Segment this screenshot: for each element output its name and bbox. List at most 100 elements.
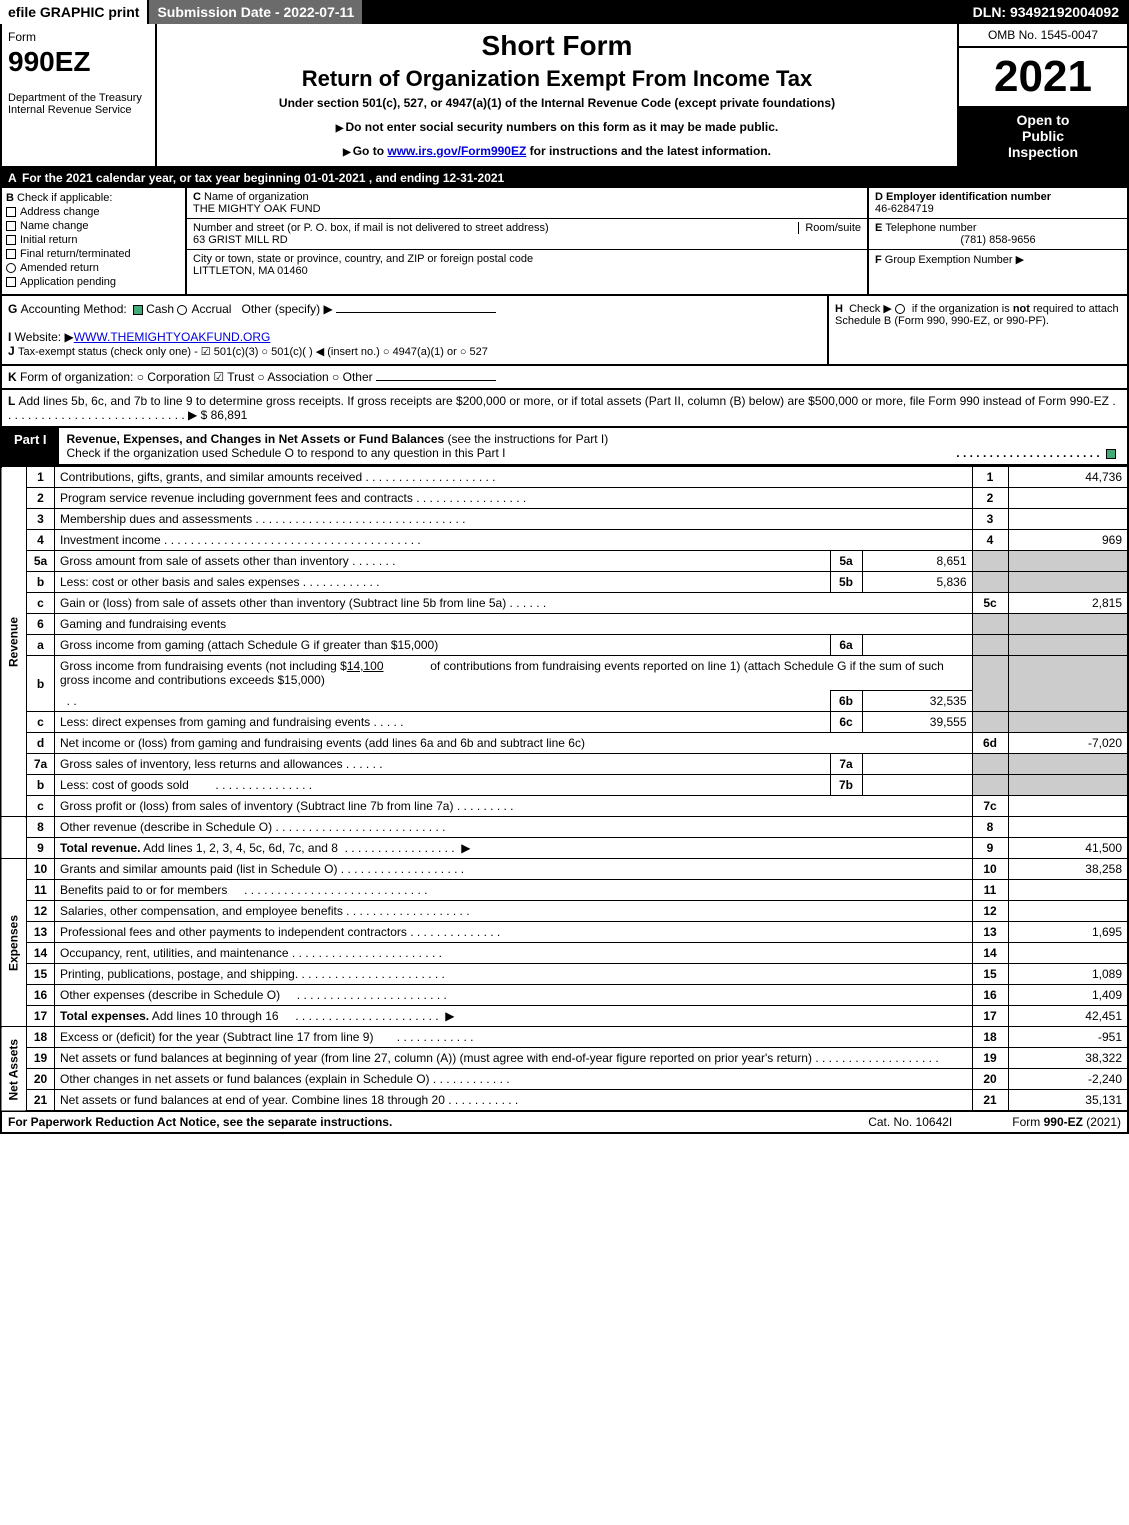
line-num: 16 xyxy=(27,985,55,1006)
line-desc: Net assets or fund balances at beginning… xyxy=(55,1048,973,1069)
chk-label: Initial return xyxy=(20,234,77,246)
form-word: Form xyxy=(8,30,149,44)
phone-label: Telephone number xyxy=(885,222,976,234)
group-exemption-row: F Group Exemption Number ▶ xyxy=(869,250,1127,294)
org-name-label: Name of organization xyxy=(204,191,309,203)
chk-initial-return[interactable]: Initial return xyxy=(6,234,181,246)
line-desc: Other changes in net assets or fund bala… xyxy=(55,1069,973,1090)
open-line-2: Public xyxy=(965,128,1121,144)
line-desc: Program service revenue including govern… xyxy=(55,488,973,509)
line-val xyxy=(1008,796,1128,817)
line-num: 1 xyxy=(27,467,55,488)
not-bold: not xyxy=(1013,303,1030,315)
line-desc: Occupancy, rent, utilities, and maintena… xyxy=(55,943,973,964)
line-val: -2,240 xyxy=(1008,1069,1128,1090)
submission-date-label: Submission Date - 2022-07-11 xyxy=(149,0,364,24)
row-a-text: For the 2021 calendar year, or tax year … xyxy=(22,171,504,185)
chk-label: Final return/terminated xyxy=(20,248,131,260)
line-desc: Contributions, gifts, grants, and simila… xyxy=(55,467,973,488)
line-ref: 7c xyxy=(972,796,1008,817)
line-val: 969 xyxy=(1008,530,1128,551)
row-h: H Check ▶ if the organization is not req… xyxy=(827,296,1127,364)
other-option: Other (specify) xyxy=(241,302,320,316)
line-num: 5a xyxy=(27,551,55,572)
line-num: 6 xyxy=(27,614,55,635)
part-1-header: Part I Revenue, Expenses, and Changes in… xyxy=(0,428,1129,466)
part-title: Revenue, Expenses, and Changes in Net As… xyxy=(59,428,1127,464)
street-label: Number and street (or P. O. box, if mail… xyxy=(193,222,549,234)
line-desc: Total revenue. Add lines 1, 2, 3, 4, 5c,… xyxy=(55,838,973,859)
form-header: Form 990EZ Department of the Treasury In… xyxy=(0,24,1129,168)
dept-treasury: Department of the Treasury Internal Reve… xyxy=(8,92,149,116)
line-ref: 6d xyxy=(972,733,1008,754)
line-desc: Gross sales of inventory, less returns a… xyxy=(55,754,831,775)
line-val: 38,258 xyxy=(1008,859,1128,880)
irs-link[interactable]: www.irs.gov/Form990EZ xyxy=(387,144,526,158)
website-link[interactable]: WWW.THEMIGHTYOAKFUND.ORG xyxy=(74,330,271,344)
chk-label: Application pending xyxy=(20,276,116,288)
gross-receipts-amount: $ 86,891 xyxy=(201,408,248,422)
block-bcdef: B Check if applicable: Address change Na… xyxy=(0,188,1129,296)
revenue-side-label: Revenue xyxy=(1,467,27,817)
street-value: 63 GRIST MILL RD xyxy=(193,234,288,246)
note-1: Do not enter social security numbers on … xyxy=(163,120,951,134)
line-ref: 15 xyxy=(972,964,1008,985)
line-desc: Less: cost or other basis and sales expe… xyxy=(55,572,831,593)
note-2-post: for instructions and the latest informat… xyxy=(526,144,771,158)
group-exemption-label: Group Exemption Number xyxy=(885,254,1013,266)
note-2-pre: Go to xyxy=(353,144,388,158)
note-2: Go to www.irs.gov/Form990EZ for instruct… xyxy=(163,144,951,158)
dln: DLN: 93492192004092 xyxy=(965,0,1129,24)
line-desc: Excess or (deficit) for the year (Subtra… xyxy=(55,1027,973,1048)
chk-amended-return[interactable]: Amended return xyxy=(6,262,181,274)
row-k: K Form of organization: ○ Corporation ☑ … xyxy=(0,366,1129,390)
sub-line-ref: 5b xyxy=(830,572,862,593)
line-num: a xyxy=(27,635,55,656)
sub-line-val xyxy=(862,754,972,775)
shaded-cell xyxy=(1008,551,1128,572)
line-desc: Gain or (loss) from sale of assets other… xyxy=(55,593,973,614)
shaded-cell xyxy=(972,614,1008,635)
circle-icon xyxy=(895,304,905,314)
line-val xyxy=(1008,943,1128,964)
line-num: 14 xyxy=(27,943,55,964)
line-num: c xyxy=(27,712,55,733)
line-ref: 12 xyxy=(972,901,1008,922)
line-num: 12 xyxy=(27,901,55,922)
efile-label[interactable]: efile GRAPHIC print xyxy=(0,0,149,24)
subtitle: Under section 501(c), 527, or 4947(a)(1)… xyxy=(163,96,951,110)
tax-year: 2021 xyxy=(959,48,1127,106)
form-of-org: Form of organization: ○ Corporation ☑ Tr… xyxy=(20,370,373,384)
line-ref: 20 xyxy=(972,1069,1008,1090)
line-ref: 13 xyxy=(972,922,1008,943)
line-ref: 9 xyxy=(972,838,1008,859)
line-num: 10 xyxy=(27,859,55,880)
chk-address-change[interactable]: Address change xyxy=(6,206,181,218)
part-tab: Part I xyxy=(2,428,59,464)
chk-final-return[interactable]: Final return/terminated xyxy=(6,248,181,260)
cash-option: Cash xyxy=(146,302,174,316)
line-desc-cont: . . xyxy=(55,691,831,712)
open-line-1: Open to xyxy=(965,112,1121,128)
line-desc: Total expenses. Add lines 10 through 16 … xyxy=(55,1006,973,1027)
shaded-cell xyxy=(972,754,1008,775)
section-def: D Employer identification number 46-6284… xyxy=(867,188,1127,294)
chk-name-change[interactable]: Name change xyxy=(6,220,181,232)
line-desc: Gaming and fundraising events xyxy=(55,614,973,635)
line-desc: Other expenses (describe in Schedule O) … xyxy=(55,985,973,1006)
line-num: 18 xyxy=(27,1027,55,1048)
shaded-cell xyxy=(1008,712,1128,733)
line-desc: Investment income . . . . . . . . . . . … xyxy=(55,530,973,551)
sub-line-ref: 7a xyxy=(830,754,862,775)
line-num: b xyxy=(27,656,55,712)
line-num: 3 xyxy=(27,509,55,530)
line-num: 7a xyxy=(27,754,55,775)
line-ref: 4 xyxy=(972,530,1008,551)
line-num: d xyxy=(27,733,55,754)
chk-application-pending[interactable]: Application pending xyxy=(6,276,181,288)
chk-label: Address change xyxy=(20,206,100,218)
line-val: 1,695 xyxy=(1008,922,1128,943)
open-to-public: Open to Public Inspection xyxy=(959,106,1127,166)
line-val xyxy=(1008,817,1128,838)
org-name-row: C Name of organization THE MIGHTY OAK FU… xyxy=(187,188,867,219)
